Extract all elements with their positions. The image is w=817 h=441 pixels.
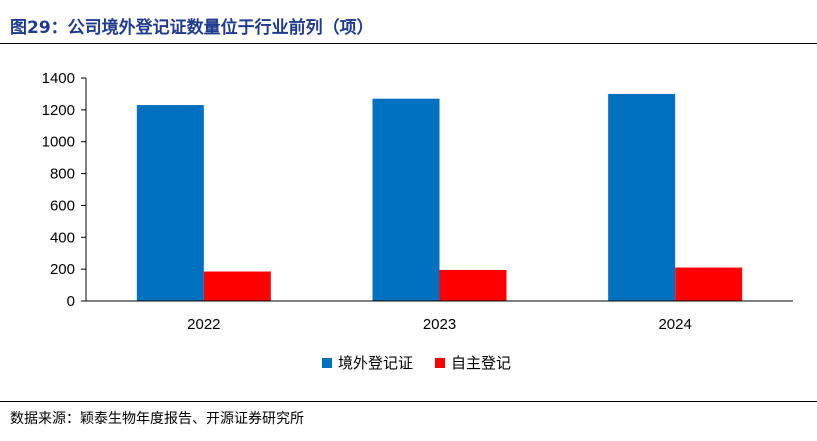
y-tick-label: 1200: [42, 102, 75, 119]
y-axis-ticks: 0 200 400 600 800 1000 1200 1400: [42, 70, 86, 310]
y-tick-label: 600: [50, 197, 75, 214]
y-tick-label: 200: [50, 261, 75, 278]
bar-overseas-2024: [608, 93, 676, 301]
title-divider: [0, 43, 817, 44]
bar-overseas-2022: [136, 105, 204, 301]
source-divider: [0, 401, 817, 402]
legend: 境外登记证 自主登记: [322, 352, 511, 373]
legend-swatch-self: [435, 357, 446, 368]
legend-item-self: 自主登记: [435, 352, 511, 373]
bar-overseas-2023: [372, 98, 440, 301]
y-tick-label: 1400: [42, 70, 75, 87]
bar-chart: 0 200 400 600 800 1000 1200 1400 2022 2023 2024: [42, 70, 793, 333]
x-category-label: 2022: [187, 316, 220, 333]
bar-self-2022: [203, 271, 271, 301]
x-category-label: 2023: [423, 316, 456, 333]
bars: [136, 93, 743, 301]
legend-item-overseas: 境外登记证: [322, 352, 413, 373]
y-tick-label: 0: [67, 293, 75, 310]
legend-swatch-overseas: [322, 357, 332, 368]
x-axis-labels: 2022 2023 2024: [187, 316, 692, 333]
bar-self-2024: [675, 267, 743, 301]
x-category-label: 2024: [658, 316, 691, 333]
legend-label-self: 自主登记: [451, 354, 512, 372]
figure-title: 图29：公司境外登记证数量位于行业前列（项）: [10, 18, 374, 38]
y-tick-label: 1000: [42, 134, 75, 151]
legend-label-overseas: 境外登记证: [338, 354, 414, 372]
bar-self-2023: [439, 269, 507, 301]
source-note: 数据来源：颖泰生物年度报告、开源证券研究所: [10, 411, 304, 427]
y-tick-label: 400: [50, 229, 75, 246]
y-tick-label: 800: [50, 166, 75, 183]
